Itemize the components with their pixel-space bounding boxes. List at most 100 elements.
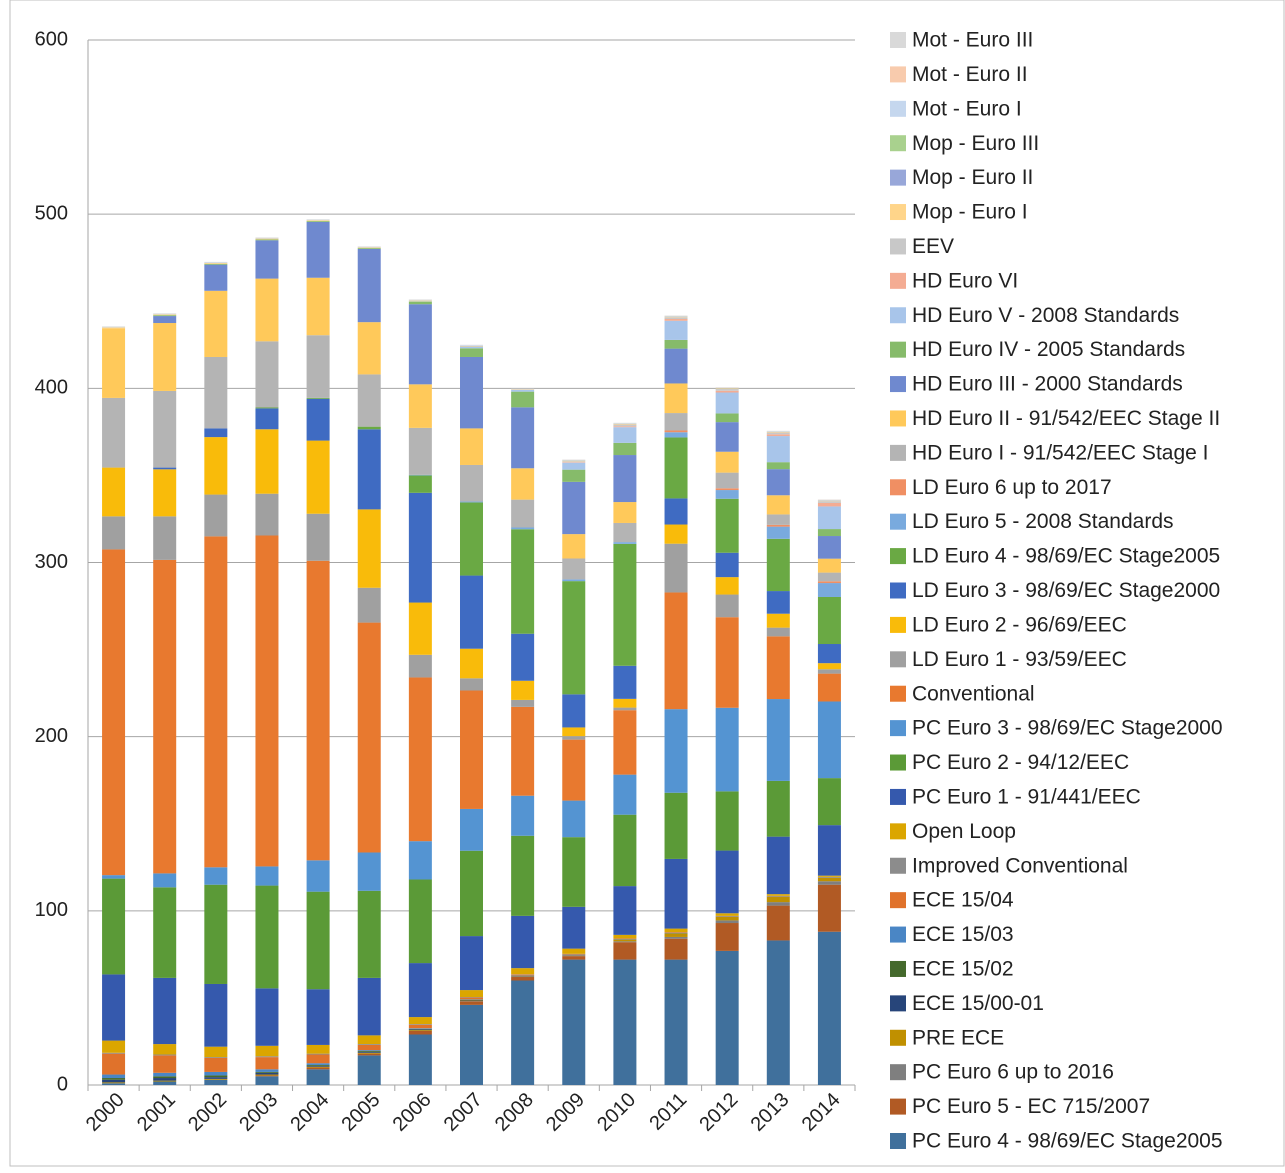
bar-segment xyxy=(664,543,688,593)
bar-segment xyxy=(460,690,483,809)
bar-segment xyxy=(562,948,586,954)
bar-segment xyxy=(460,1000,483,1001)
bar-segment xyxy=(306,277,330,336)
bar-segment xyxy=(766,462,790,470)
bar-segment xyxy=(664,316,688,318)
legend-swatch xyxy=(890,548,906,565)
bar-segment xyxy=(613,959,637,1085)
bar-segment xyxy=(817,881,841,885)
bar-segment xyxy=(408,304,432,385)
bar-segment xyxy=(817,581,841,584)
bar-segment xyxy=(306,1067,330,1070)
legend-swatch xyxy=(890,135,906,152)
legend-label: LD Euro 4 - 98/69/EC Stage2005 xyxy=(912,545,1220,568)
bar-segment xyxy=(664,319,688,321)
y-tick-label: 100 xyxy=(35,899,68,921)
legend-label: PC Euro 1 - 91/441/EEC xyxy=(912,785,1141,808)
bar-segment xyxy=(562,727,586,737)
bar-segment xyxy=(511,407,535,469)
bar-segment xyxy=(153,1076,177,1079)
bar-segment xyxy=(204,1079,228,1085)
bar-segment xyxy=(766,495,790,515)
bar-segment xyxy=(817,825,841,876)
bar-segment xyxy=(664,592,688,710)
bar-segment xyxy=(357,1035,381,1045)
bar-segment xyxy=(204,290,228,357)
legend-swatch xyxy=(890,479,906,496)
bar-segment xyxy=(102,1082,126,1084)
bar-segment xyxy=(357,509,381,588)
bar-segment xyxy=(204,1046,228,1058)
bar-segment xyxy=(153,323,177,391)
bar-segment xyxy=(613,424,637,427)
legend-swatch xyxy=(890,1133,906,1149)
legend-label: HD Euro VI xyxy=(912,269,1018,292)
bar-segment xyxy=(664,317,688,320)
bar-segment xyxy=(715,617,739,708)
bar-segment xyxy=(613,710,637,775)
bar-segment xyxy=(255,1072,279,1075)
bar-segment xyxy=(255,238,279,240)
bar-segment xyxy=(460,348,483,357)
bar-segment xyxy=(766,894,790,896)
legend-swatch xyxy=(890,857,906,874)
bar-segment xyxy=(511,835,535,916)
bar-segment xyxy=(460,997,483,998)
bar-segment xyxy=(408,963,432,1018)
bar-segment xyxy=(357,249,381,323)
bar-segment xyxy=(102,1053,126,1075)
bar-segment xyxy=(511,391,535,408)
bar-segment xyxy=(255,885,279,989)
bar-segment xyxy=(613,442,637,456)
bar-segment xyxy=(511,680,535,700)
bar-segment xyxy=(408,841,432,880)
bar-segment xyxy=(715,707,739,792)
bar-segment xyxy=(255,408,279,430)
bar-segment xyxy=(460,990,483,998)
bar-segment xyxy=(153,1081,177,1085)
bar-segment xyxy=(562,460,586,462)
bar-segment xyxy=(204,264,228,291)
bar-segment xyxy=(357,246,381,247)
legend-label: PC Euro 3 - 98/69/EC Stage2000 xyxy=(912,717,1223,740)
bar-segment xyxy=(357,426,381,430)
bar-segment xyxy=(613,886,637,935)
bar-segment xyxy=(766,896,790,903)
bar-segment xyxy=(306,219,330,220)
bar-segment xyxy=(306,1044,330,1054)
legend-swatch xyxy=(890,995,906,1012)
bar-segment xyxy=(204,263,228,265)
bar-segment xyxy=(460,502,483,576)
bar-segment xyxy=(153,1055,177,1073)
bar-segment xyxy=(766,432,790,435)
bar-segment xyxy=(766,526,790,539)
legend-label: ECE 15/03 xyxy=(912,923,1014,946)
bar-segment xyxy=(357,890,381,978)
bar-segment xyxy=(408,677,432,842)
bar-segment xyxy=(562,481,586,535)
bar-segment xyxy=(766,905,790,941)
bar-segment xyxy=(255,988,279,1046)
bar-segment xyxy=(613,698,637,708)
bar-segment xyxy=(255,238,279,239)
bar-segment xyxy=(255,1071,279,1073)
bar-segment xyxy=(102,1052,126,1054)
bar-segment xyxy=(715,552,739,578)
bar-segment xyxy=(766,836,790,895)
legend-swatch xyxy=(890,376,906,393)
bar-segment xyxy=(306,1063,330,1065)
bar-segment xyxy=(255,1074,279,1076)
bar-segment xyxy=(357,852,381,891)
bar-segment xyxy=(715,913,739,916)
bar-segment xyxy=(664,339,688,349)
bar-segment xyxy=(357,1051,381,1052)
bar-segment xyxy=(306,1069,330,1085)
bar-segment xyxy=(357,247,381,249)
bar-segment xyxy=(357,1052,381,1054)
bar-segment xyxy=(204,983,228,1047)
bar-segment xyxy=(306,1066,330,1068)
legend-swatch xyxy=(890,100,906,117)
bar-segment xyxy=(408,1024,432,1025)
bar-segment xyxy=(153,887,177,978)
